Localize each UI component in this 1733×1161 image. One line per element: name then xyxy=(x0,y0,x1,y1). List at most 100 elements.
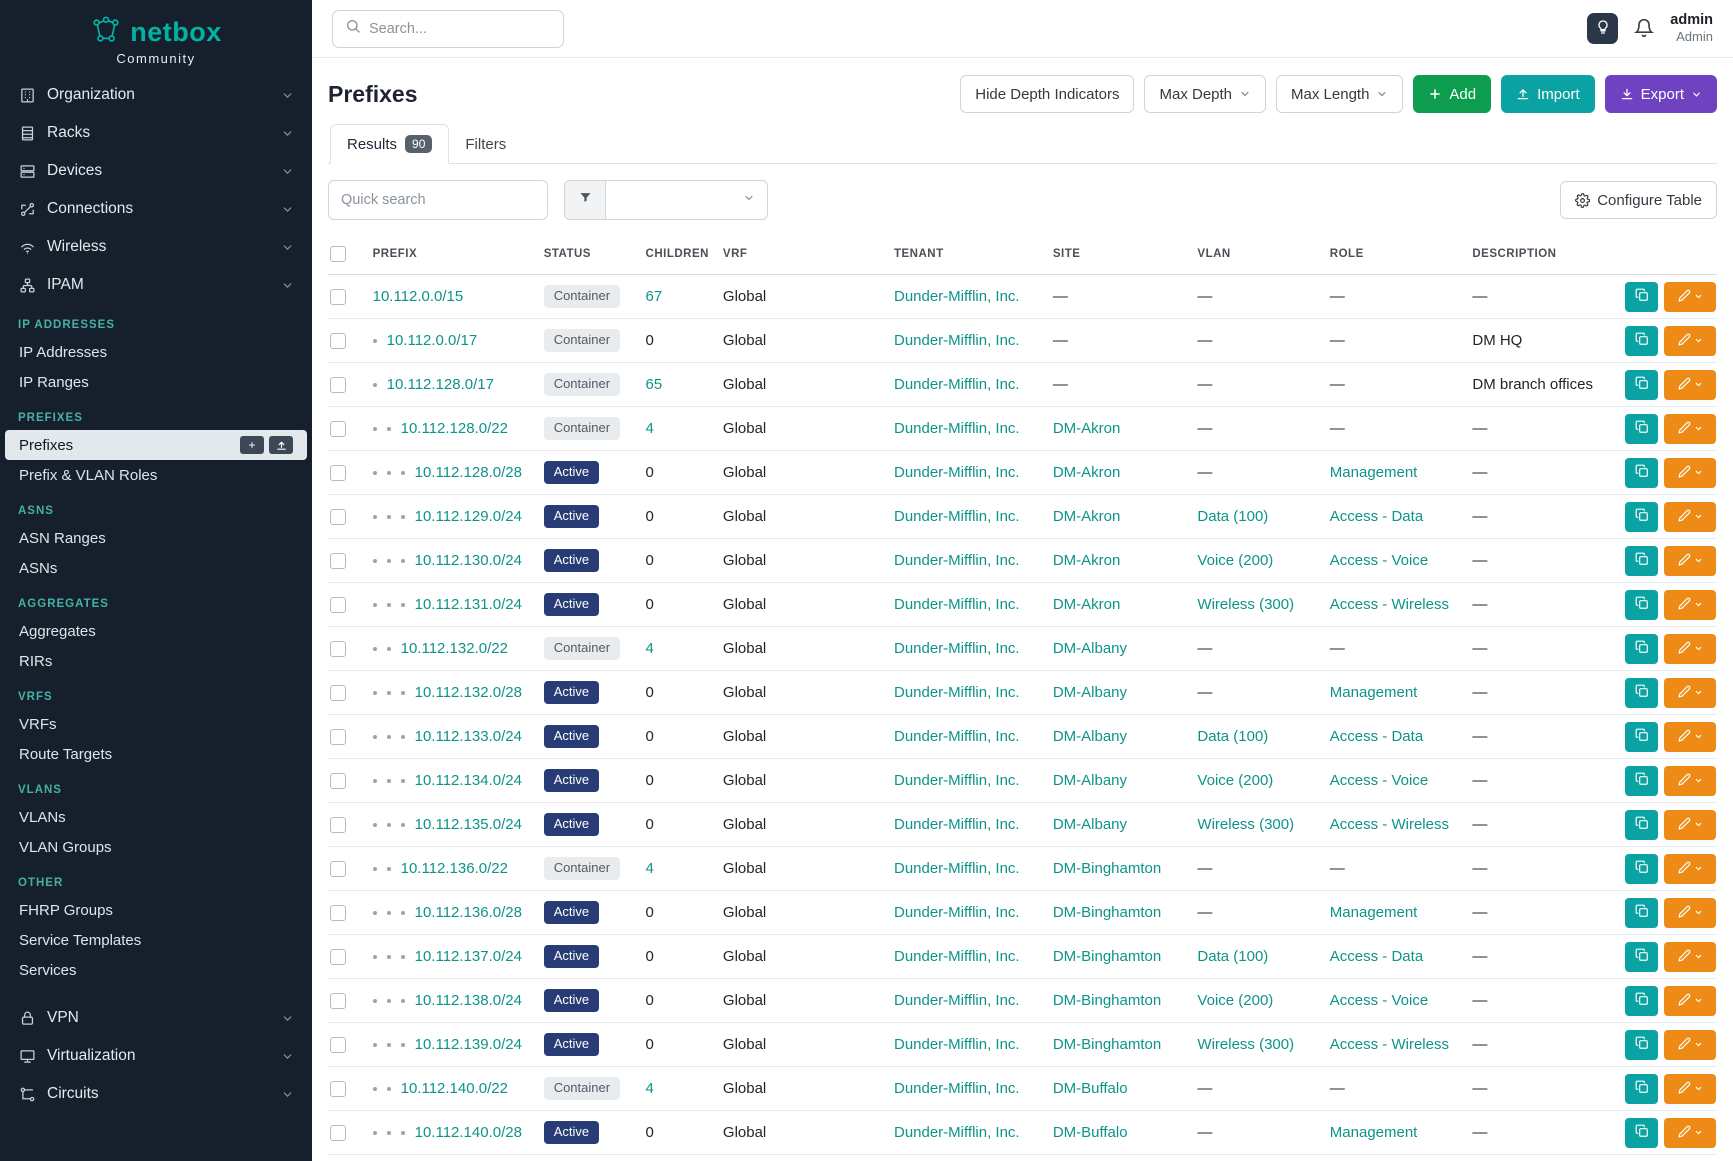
sidebar-item-fhrp-groups[interactable]: FHRP Groups xyxy=(5,895,307,925)
row-checkbox[interactable] xyxy=(330,817,346,834)
sidebar-item-ip-addresses[interactable]: IP Addresses xyxy=(5,337,307,367)
sidebar-item-prefix-vlan-roles[interactable]: Prefix & VLAN Roles xyxy=(5,460,307,490)
role-link[interactable]: Access - Wireless xyxy=(1329,1036,1449,1053)
sidebar-group-devices[interactable]: Devices xyxy=(0,152,312,190)
role-link[interactable]: Management xyxy=(1329,1124,1418,1141)
column-header-children[interactable]: CHILDREN xyxy=(635,236,713,275)
prefix-link[interactable]: 10.112.133.0/24 xyxy=(414,728,522,745)
clone-button[interactable] xyxy=(1625,1117,1659,1148)
tenant-link[interactable]: Dunder-Mifflin, Inc. xyxy=(893,684,1020,701)
clone-button[interactable] xyxy=(1625,853,1659,884)
sidebar-group-wireless[interactable]: Wireless xyxy=(0,228,312,266)
prefix-link[interactable]: 10.112.134.0/24 xyxy=(414,772,522,789)
vlan-link[interactable]: Wireless (300) xyxy=(1197,816,1295,833)
site-link[interactable]: DM-Akron xyxy=(1052,552,1121,569)
tenant-link[interactable]: Dunder-Mifflin, Inc. xyxy=(893,288,1020,305)
edit-button[interactable] xyxy=(1664,281,1717,312)
clone-button[interactable] xyxy=(1625,765,1659,796)
clone-button[interactable] xyxy=(1625,941,1659,972)
prefix-link[interactable]: 10.112.129.0/24 xyxy=(414,508,522,525)
row-checkbox[interactable] xyxy=(330,641,346,658)
tenant-link[interactable]: Dunder-Mifflin, Inc. xyxy=(893,464,1020,481)
vlan-link[interactable]: Wireless (300) xyxy=(1197,1036,1295,1053)
add-button[interactable]: Add xyxy=(1413,75,1492,113)
column-header-description[interactable]: DESCRIPTION xyxy=(1462,236,1616,275)
tenant-link[interactable]: Dunder-Mifflin, Inc. xyxy=(893,508,1020,525)
site-link[interactable]: DM-Binghamton xyxy=(1052,860,1162,877)
edit-button[interactable] xyxy=(1664,1029,1717,1060)
sidebar-item-vlans[interactable]: VLANs xyxy=(5,802,307,832)
role-link[interactable]: Access - Voice xyxy=(1329,552,1429,569)
edit-button[interactable] xyxy=(1664,941,1717,972)
tab-filters[interactable]: Filters xyxy=(449,126,522,163)
site-link[interactable]: DM-Albany xyxy=(1052,728,1128,745)
row-checkbox[interactable] xyxy=(330,1081,346,1098)
role-link[interactable]: Access - Wireless xyxy=(1329,816,1449,833)
vlan-link[interactable]: Data (100) xyxy=(1197,508,1269,525)
sidebar-prefixes-add-button[interactable]: + xyxy=(240,436,264,454)
site-link[interactable]: DM-Albany xyxy=(1052,816,1128,833)
max-length-dropdown[interactable]: Max Length xyxy=(1276,75,1404,113)
tenant-link[interactable]: Dunder-Mifflin, Inc. xyxy=(893,420,1020,437)
site-link[interactable]: DM-Akron xyxy=(1052,464,1121,481)
role-link[interactable]: Management xyxy=(1329,904,1418,921)
prefix-link[interactable]: 10.112.131.0/24 xyxy=(414,596,522,613)
tenant-link[interactable]: Dunder-Mifflin, Inc. xyxy=(893,904,1020,921)
filter-funnel-button[interactable] xyxy=(564,180,606,220)
edit-button[interactable] xyxy=(1664,501,1717,532)
edit-button[interactable] xyxy=(1664,853,1717,884)
children-link[interactable]: 4 xyxy=(645,420,654,437)
edit-button[interactable] xyxy=(1664,369,1717,400)
role-link[interactable]: Access - Voice xyxy=(1329,992,1429,1009)
row-checkbox[interactable] xyxy=(330,465,346,482)
prefix-link[interactable]: 10.112.140.0/22 xyxy=(400,1080,508,1097)
site-link[interactable]: DM-Albany xyxy=(1052,772,1128,789)
quick-search-input[interactable] xyxy=(328,180,548,220)
row-checkbox[interactable] xyxy=(330,685,346,702)
prefix-link[interactable]: 10.112.128.0/22 xyxy=(400,420,508,437)
sidebar-item-ip-ranges[interactable]: IP Ranges xyxy=(5,367,307,397)
max-depth-dropdown[interactable]: Max Depth xyxy=(1144,75,1267,113)
prefix-link[interactable]: 10.112.136.0/28 xyxy=(414,904,522,921)
sidebar-item-route-targets[interactable]: Route Targets xyxy=(5,739,307,769)
vlan-link[interactable]: Wireless (300) xyxy=(1197,596,1295,613)
clone-button[interactable] xyxy=(1625,413,1659,444)
tenant-link[interactable]: Dunder-Mifflin, Inc. xyxy=(893,948,1020,965)
sidebar-item-asns[interactable]: ASNs xyxy=(5,553,307,583)
hide-depth-indicators-button[interactable]: Hide Depth Indicators xyxy=(960,75,1135,113)
edit-button[interactable] xyxy=(1664,809,1717,840)
row-checkbox[interactable] xyxy=(330,773,346,790)
theme-toggle-button[interactable] xyxy=(1587,12,1619,44)
select-all-checkbox[interactable] xyxy=(330,246,346,262)
row-checkbox[interactable] xyxy=(330,1125,346,1142)
prefix-link[interactable]: 10.112.138.0/24 xyxy=(414,992,522,1009)
prefix-link[interactable]: 10.112.0.0/17 xyxy=(386,332,478,349)
vlan-link[interactable]: Voice (200) xyxy=(1197,772,1274,789)
edit-button[interactable] xyxy=(1664,589,1717,620)
prefix-link[interactable]: 10.112.132.0/22 xyxy=(400,640,508,657)
clone-button[interactable] xyxy=(1625,501,1659,532)
site-link[interactable]: DM-Binghamton xyxy=(1052,904,1162,921)
row-checkbox[interactable] xyxy=(330,729,346,746)
site-link[interactable]: DM-Binghamton xyxy=(1052,992,1162,1009)
edit-button[interactable] xyxy=(1664,1073,1717,1104)
global-search[interactable] xyxy=(332,9,564,48)
tenant-link[interactable]: Dunder-Mifflin, Inc. xyxy=(893,772,1020,789)
prefix-link[interactable]: 10.112.128.0/28 xyxy=(414,464,522,481)
site-link[interactable]: DM-Buffalo xyxy=(1052,1124,1128,1141)
children-link[interactable]: 4 xyxy=(645,640,654,657)
clone-button[interactable] xyxy=(1625,897,1659,928)
row-checkbox[interactable] xyxy=(330,289,346,306)
edit-button[interactable] xyxy=(1664,985,1717,1016)
column-header-status[interactable]: STATUS xyxy=(533,236,636,275)
prefix-link[interactable]: 10.112.136.0/22 xyxy=(400,860,508,877)
edit-button[interactable] xyxy=(1664,765,1717,796)
row-checkbox[interactable] xyxy=(330,333,346,350)
clone-button[interactable] xyxy=(1625,457,1659,488)
column-header-site[interactable]: SITE xyxy=(1042,236,1188,275)
clone-button[interactable] xyxy=(1625,677,1659,708)
tenant-link[interactable]: Dunder-Mifflin, Inc. xyxy=(893,992,1020,1009)
sidebar-item-aggregates[interactable]: Aggregates xyxy=(5,616,307,646)
clone-button[interactable] xyxy=(1625,1073,1659,1104)
clone-button[interactable] xyxy=(1625,281,1659,312)
